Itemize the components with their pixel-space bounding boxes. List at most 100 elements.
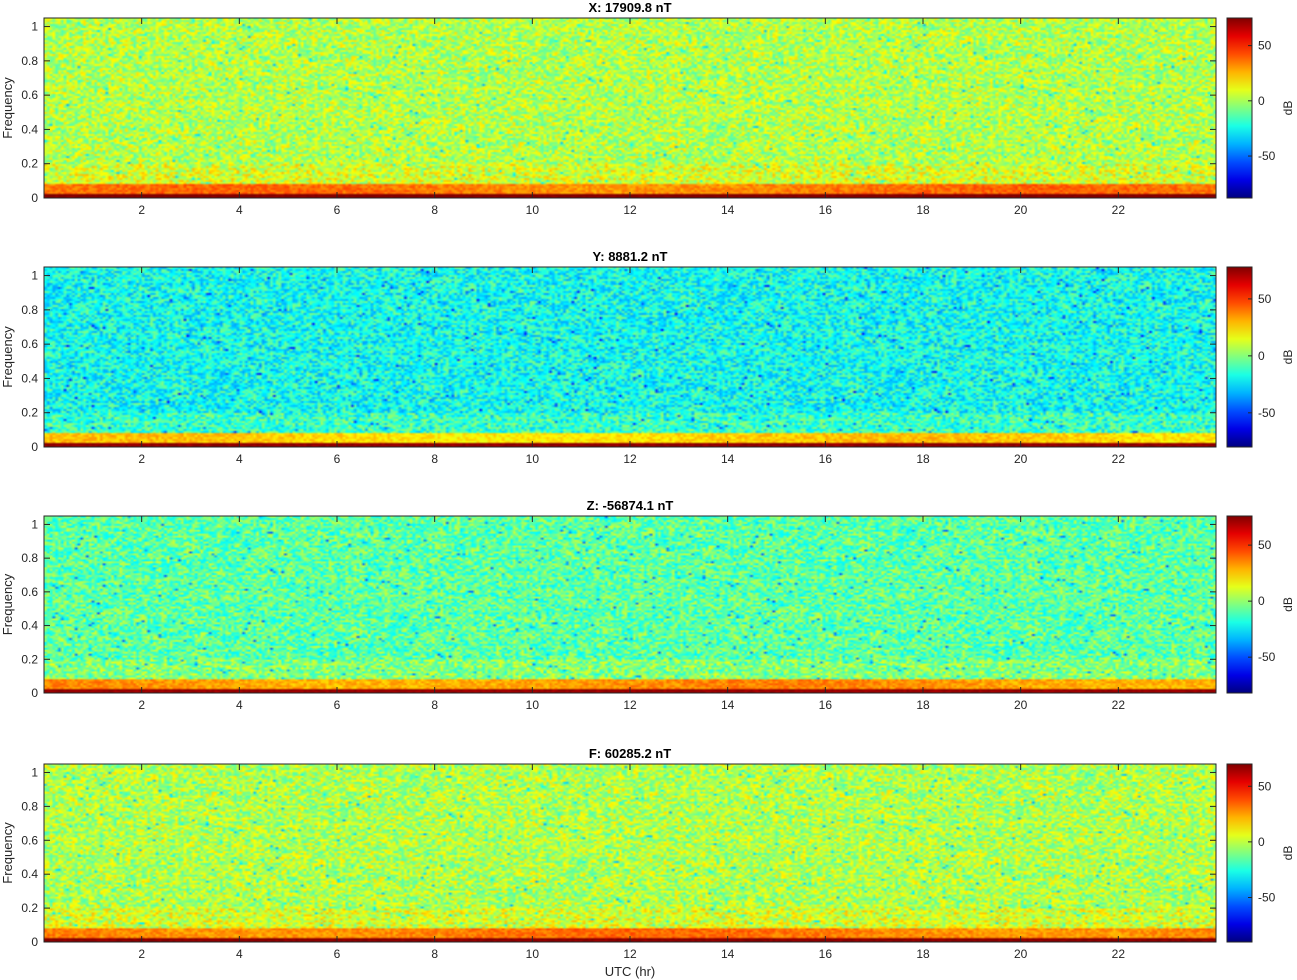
y-tick-label: 0 xyxy=(31,440,38,454)
y-tick-label: 0.8 xyxy=(21,303,38,317)
colorbar-label: dB xyxy=(1281,101,1295,116)
y-axis-label: Frequency xyxy=(0,822,15,884)
x-tick-label: 14 xyxy=(721,452,735,466)
x-tick-label: 12 xyxy=(623,698,637,712)
x-tick-label: 14 xyxy=(721,698,735,712)
x-tick-label: 10 xyxy=(526,947,540,961)
panel-title: Y: 8881.2 nT xyxy=(593,249,668,264)
x-tick-label: 4 xyxy=(236,947,243,961)
colorbar-tick-label: -50 xyxy=(1258,149,1276,163)
colorbar-label: dB xyxy=(1281,350,1295,365)
y-tick-label: 0.4 xyxy=(21,371,38,385)
x-tick-label: 8 xyxy=(431,947,438,961)
x-tick-label: 20 xyxy=(1014,452,1028,466)
x-tick-label: 20 xyxy=(1014,698,1028,712)
panel-title: F: 60285.2 nT xyxy=(589,746,671,761)
colorbar xyxy=(1226,17,1253,199)
x-tick-label: 22 xyxy=(1112,947,1126,961)
y-axis-label: Frequency xyxy=(0,573,15,635)
y-tick-label: 1 xyxy=(31,269,38,283)
colorbar-tick-label: 50 xyxy=(1258,538,1272,552)
x-tick-label: 2 xyxy=(138,203,145,217)
y-axis-label: Frequency xyxy=(0,326,15,388)
y-tick-label: 0.8 xyxy=(21,54,38,68)
x-tick-label: 2 xyxy=(138,452,145,466)
x-tick-label: 10 xyxy=(526,452,540,466)
panel-y: Y: 8881.2 nT Frequency dB 2 4 6 8 10 12 14 16 18… xyxy=(0,249,1295,466)
x-tick-label: 22 xyxy=(1112,698,1126,712)
x-tick-label: 6 xyxy=(334,947,341,961)
x-tick-label: 22 xyxy=(1112,203,1126,217)
y-tick-label: 0.4 xyxy=(21,619,38,633)
y-tick-label: 1 xyxy=(31,765,38,779)
y-tick-label: 0.6 xyxy=(21,585,38,599)
x-tick-label: 12 xyxy=(623,203,637,217)
colorbar-tick-label: 0 xyxy=(1258,594,1265,608)
y-tick-label: 0.2 xyxy=(21,406,38,420)
y-tick-label: 0 xyxy=(31,935,38,949)
colorbar-tick-label: 50 xyxy=(1258,779,1272,793)
x-tick-label: 18 xyxy=(916,947,930,961)
y-tick-label: 0.2 xyxy=(21,901,38,915)
x-tick-label: 8 xyxy=(431,698,438,712)
panel-title: X: 17909.8 nT xyxy=(588,0,671,15)
panel-title: Z: -56874.1 nT xyxy=(587,498,674,513)
y-tick-label: 0.6 xyxy=(21,833,38,847)
colorbar-tick-label: -50 xyxy=(1258,891,1276,905)
colorbar-tick-label: 0 xyxy=(1258,349,1265,363)
spectrogram-image xyxy=(44,18,1216,198)
x-tick-label: 14 xyxy=(721,947,735,961)
spectrogram-image xyxy=(44,516,1216,693)
colorbar-label: dB xyxy=(1281,846,1295,861)
y-tick-label: 0.6 xyxy=(21,337,38,351)
y-tick-label: 1 xyxy=(31,517,38,531)
y-tick-label: 0.4 xyxy=(21,867,38,881)
x-tick-label: 12 xyxy=(623,947,637,961)
x-tick-label: 4 xyxy=(236,203,243,217)
x-tick-label: 20 xyxy=(1014,947,1028,961)
y-tick-label: 0.2 xyxy=(21,157,38,171)
y-tick-label: 0 xyxy=(31,191,38,205)
colorbar-tick-label: -50 xyxy=(1258,650,1276,664)
y-tick-label: 1 xyxy=(31,20,38,34)
x-tick-label: 16 xyxy=(819,947,833,961)
colorbar xyxy=(1226,515,1253,694)
x-tick-label: 18 xyxy=(916,452,930,466)
colorbar xyxy=(1226,763,1253,943)
x-tick-label: 10 xyxy=(526,203,540,217)
y-tick-label: 0.6 xyxy=(21,88,38,102)
x-tick-label: 16 xyxy=(819,203,833,217)
x-tick-label: 14 xyxy=(721,203,735,217)
colorbar-tick-label: 0 xyxy=(1258,835,1265,849)
x-tick-label: 4 xyxy=(236,452,243,466)
x-tick-label: 18 xyxy=(916,698,930,712)
y-tick-label: 0 xyxy=(31,686,38,700)
x-tick-label: 18 xyxy=(916,203,930,217)
x-tick-label: 8 xyxy=(431,203,438,217)
y-tick-label: 0.2 xyxy=(21,652,38,666)
x-axis-label: UTC (hr) xyxy=(605,964,656,979)
x-tick-label: 22 xyxy=(1112,452,1126,466)
spectrogram-image xyxy=(44,267,1216,447)
x-tick-label: 12 xyxy=(623,452,637,466)
y-axis-label: Frequency xyxy=(0,77,15,139)
x-tick-label: 2 xyxy=(138,698,145,712)
x-tick-label: 16 xyxy=(819,698,833,712)
x-tick-label: 10 xyxy=(526,698,540,712)
colorbar-tick-label: -50 xyxy=(1258,406,1276,420)
colorbar-tick-label: 50 xyxy=(1258,292,1272,306)
x-tick-label: 16 xyxy=(819,452,833,466)
x-tick-label: 20 xyxy=(1014,203,1028,217)
y-tick-label: 0.8 xyxy=(21,551,38,565)
x-tick-label: 4 xyxy=(236,698,243,712)
spectrogram-image xyxy=(44,764,1216,942)
panel-f: F: 60285.2 nT Frequency dB UTC (hr) 2 4 6 8… xyxy=(0,746,1295,979)
colorbar xyxy=(1226,266,1253,448)
panel-x: X: 17909.8 nT Frequency dB 2 4 6 8 10 12 14 16 1… xyxy=(0,0,1295,217)
colorbar-tick-label: 0 xyxy=(1258,94,1265,108)
x-tick-label: 6 xyxy=(334,698,341,712)
y-tick-label: 0.8 xyxy=(21,799,38,813)
x-tick-label: 2 xyxy=(138,947,145,961)
panel-z: Z: -56874.1 nT Frequency dB 2 4 6 8 10 12 14 16… xyxy=(0,498,1295,712)
